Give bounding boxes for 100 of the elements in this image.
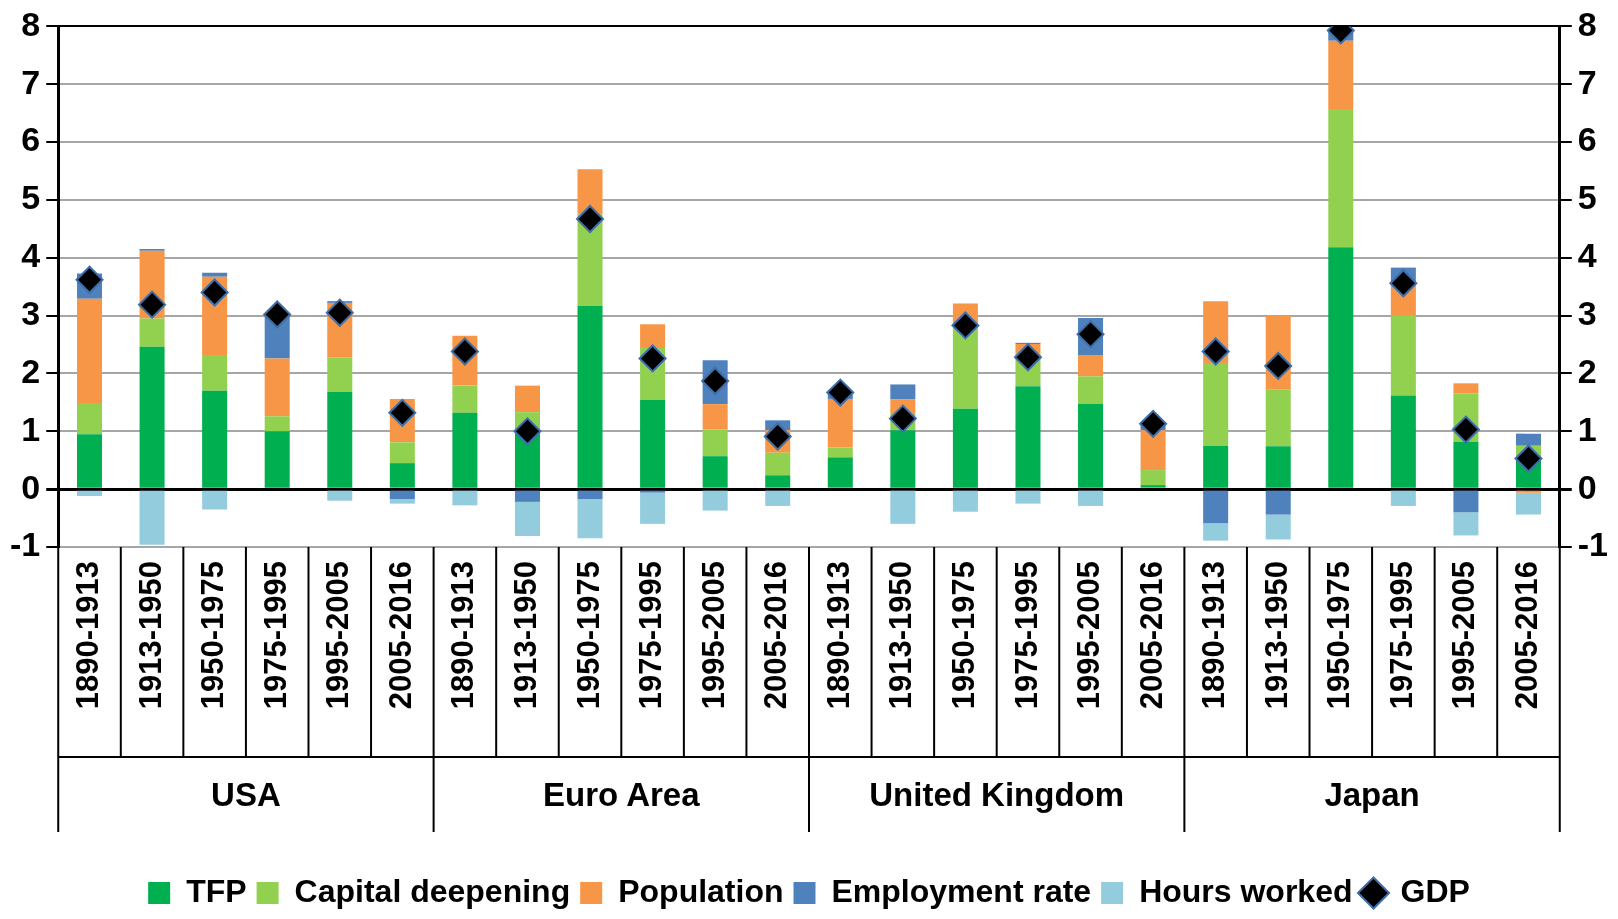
y-tick-label: 3	[21, 294, 41, 332]
bar	[952, 408, 978, 488]
y-tick-label: -1	[10, 525, 41, 564]
x-tick-label: 1975-1995	[633, 561, 669, 710]
bar	[1078, 376, 1104, 405]
bar	[1078, 404, 1104, 488]
y2-tick-label: 1	[1577, 409, 1597, 448]
legend-label: Capital deepening	[294, 872, 571, 909]
y2-tick-label: 3	[1577, 294, 1597, 332]
point	[638, 344, 667, 373]
point	[450, 337, 479, 366]
point	[1514, 444, 1543, 473]
bar	[1328, 247, 1354, 488]
y-tick-label: 4	[21, 236, 41, 275]
x-tick-label: 2005-2016	[1509, 561, 1545, 710]
bar	[827, 447, 853, 458]
y-tick-label: 2	[21, 351, 41, 390]
bar	[1453, 490, 1479, 513]
bar	[1328, 109, 1354, 248]
bar	[640, 492, 666, 524]
bar	[77, 490, 103, 497]
y-tick-label: 0	[21, 467, 41, 506]
y-tick-label: 5	[21, 178, 41, 217]
bar	[827, 457, 853, 488]
bar	[1203, 490, 1229, 524]
bar	[1515, 492, 1541, 515]
point	[1201, 337, 1230, 366]
y-tick-label: 1	[21, 409, 41, 448]
y-tick-label: 8	[21, 4, 41, 43]
bar	[1265, 389, 1291, 447]
bar	[765, 452, 791, 476]
x-tick-label: 2005-2016	[1133, 561, 1169, 710]
y2-tick-label: 2	[1577, 351, 1597, 390]
legend-label: Employment rate	[831, 872, 1092, 909]
x-tick-label: 1913-1950	[508, 561, 544, 710]
bar	[514, 385, 540, 413]
point	[1389, 269, 1418, 298]
x-tick-label: 1995-2005	[1071, 561, 1107, 710]
bar	[577, 490, 603, 499]
bar	[77, 402, 103, 435]
bar	[1203, 363, 1229, 446]
bar	[139, 346, 165, 488]
legend-label: GDP	[1400, 872, 1470, 909]
bar	[514, 490, 540, 502]
point	[1013, 343, 1042, 372]
x-tick-label: 1995-2005	[695, 561, 731, 710]
point	[200, 278, 229, 307]
bar	[452, 490, 478, 506]
legend-label: Population	[618, 872, 784, 909]
bar	[452, 385, 478, 413]
bar	[389, 463, 415, 488]
bar	[77, 434, 103, 488]
x-tick-label: 1950-1975	[570, 561, 606, 710]
bar	[327, 490, 353, 501]
bar	[389, 490, 415, 499]
bar	[1515, 433, 1541, 446]
bar	[890, 490, 916, 524]
x-tick-label: 1913-1950	[1258, 561, 1294, 710]
x-tick-label: 1913-1950	[132, 561, 168, 710]
bar	[202, 390, 228, 488]
x-tick-label: 1950-1975	[1321, 561, 1357, 710]
bar	[389, 442, 415, 464]
x-tick-label: 2005-2016	[382, 561, 418, 710]
bar	[1453, 441, 1479, 488]
bar	[1328, 40, 1354, 110]
bar	[1015, 490, 1041, 504]
point	[75, 265, 104, 294]
text: Japan	[1324, 776, 1420, 814]
bar	[765, 475, 791, 488]
bar	[577, 498, 603, 539]
x-tick-label: 1913-1950	[883, 561, 919, 710]
bar	[577, 305, 603, 488]
bar	[202, 354, 228, 391]
y2-tick-label: 4	[1577, 236, 1597, 275]
bar	[452, 412, 478, 488]
x-tick-label: 1890-1913	[445, 561, 481, 710]
x-tick-label: 1950-1975	[195, 561, 231, 710]
x-tick-label: 1890-1913	[70, 561, 106, 710]
x-tick-label: 1975-1995	[1383, 561, 1419, 710]
bar	[264, 416, 290, 432]
bar	[1140, 485, 1166, 488]
point	[138, 290, 167, 319]
point	[513, 417, 542, 446]
bar	[1078, 354, 1104, 377]
bar	[1078, 490, 1104, 506]
point	[826, 378, 855, 407]
bar	[264, 431, 290, 488]
bar	[202, 490, 228, 510]
point	[325, 298, 354, 327]
point	[576, 205, 605, 234]
x-tick-label: 1950-1975	[945, 561, 981, 710]
bar	[952, 328, 978, 409]
bar	[1453, 512, 1479, 536]
bar	[77, 298, 103, 403]
bar	[765, 490, 791, 506]
bar	[640, 400, 666, 488]
bar	[139, 318, 165, 347]
bar	[577, 169, 603, 215]
bar	[952, 490, 978, 512]
bar	[702, 429, 728, 457]
